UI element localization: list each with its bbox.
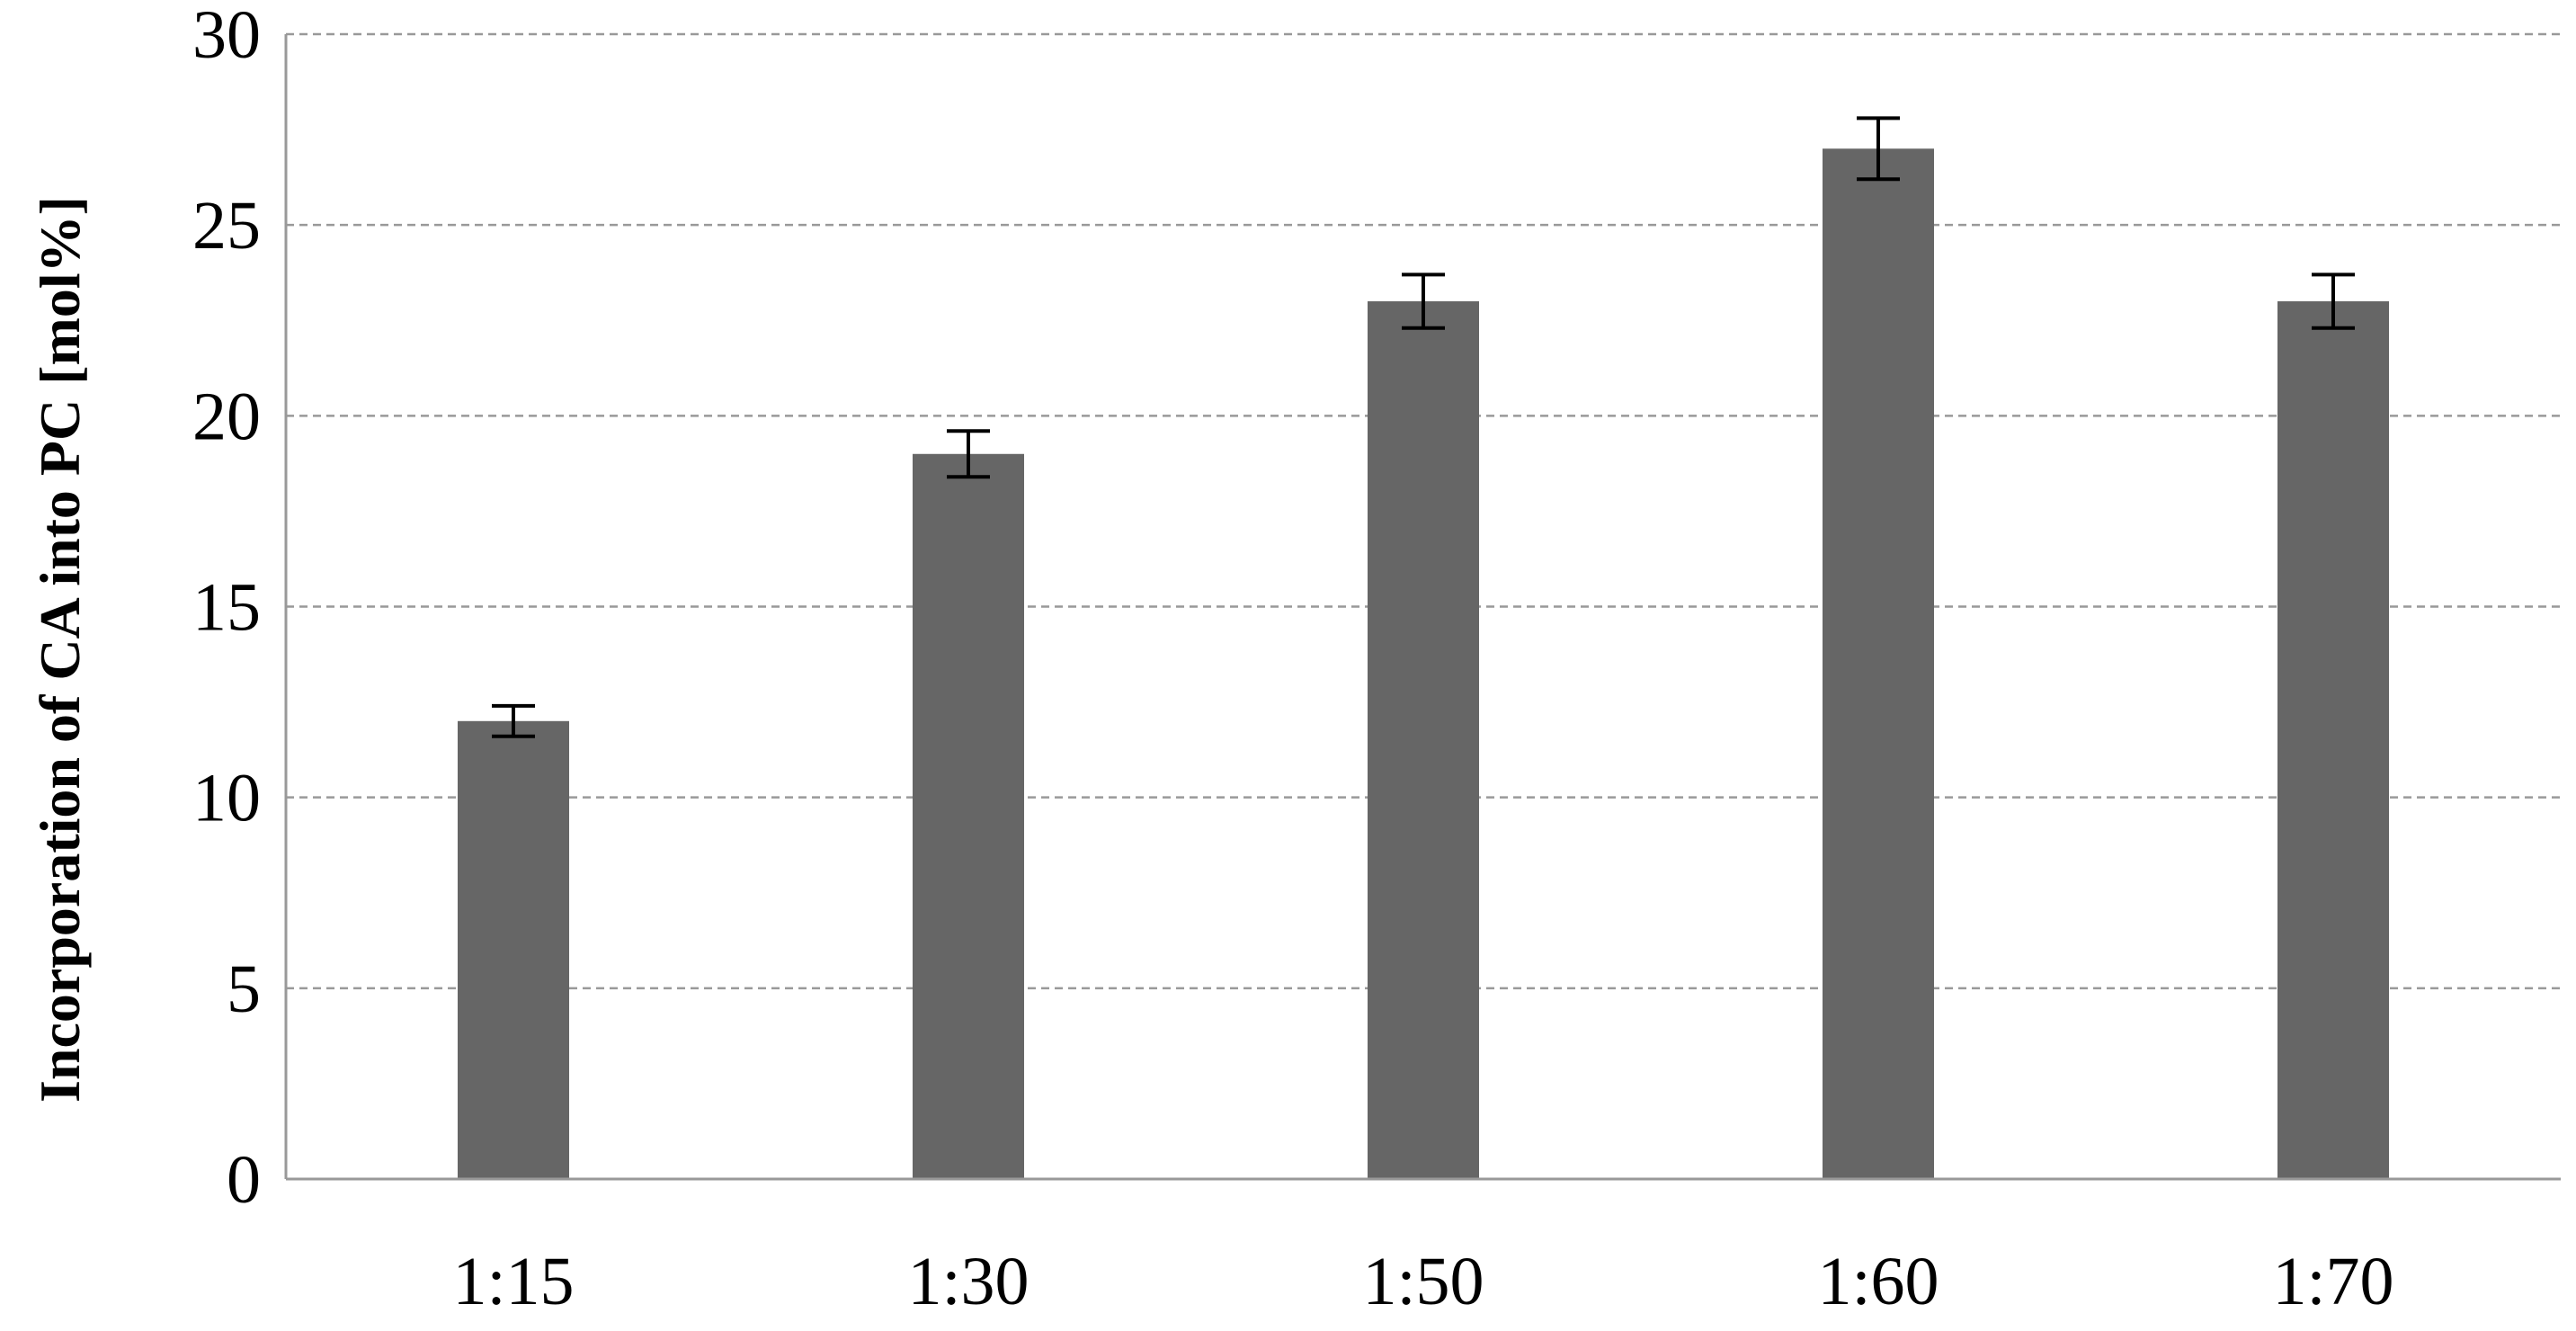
x-tick-labels: 1:15 1:30 1:50 1:60 1:70 [452,1244,2393,1319]
error-bar-1-15 [492,703,535,738]
error-bars [492,116,2355,738]
error-bar-1-60 [1857,116,1900,182]
error-bar-1-70 [2312,272,2355,330]
x-tick-label: 1:50 [1362,1244,1484,1319]
bar-1-50 [1368,301,1479,1179]
bar-1-30 [913,453,1024,1179]
bar-1-15 [458,720,569,1179]
bar-1-70 [2277,301,2389,1179]
axes [284,34,2561,1181]
y-tick-label: 10 [192,761,261,836]
y-tick-label: 30 [192,0,261,73]
error-bar-1-30 [947,429,990,479]
y-tick-label: 15 [192,570,261,646]
y-tick-label: 25 [192,188,261,264]
y-axis-title: Incorporation of CA into PC [mol%] [28,196,92,1103]
x-tick-label: 1:70 [2272,1244,2393,1319]
x-tick-label: 1:30 [907,1244,1029,1319]
bar-1-60 [1823,148,1934,1179]
x-tick-label: 1:60 [1817,1244,1939,1319]
x-tick-label: 1:15 [452,1244,574,1319]
y-tick-labels: 0 5 10 15 20 25 30 [192,0,261,1218]
bars [458,148,2389,1179]
y-tick-label: 0 [227,1142,261,1218]
y-tick-label: 20 [192,379,261,454]
error-bar-1-50 [1402,272,1445,330]
y-tick-label: 5 [227,951,261,1027]
